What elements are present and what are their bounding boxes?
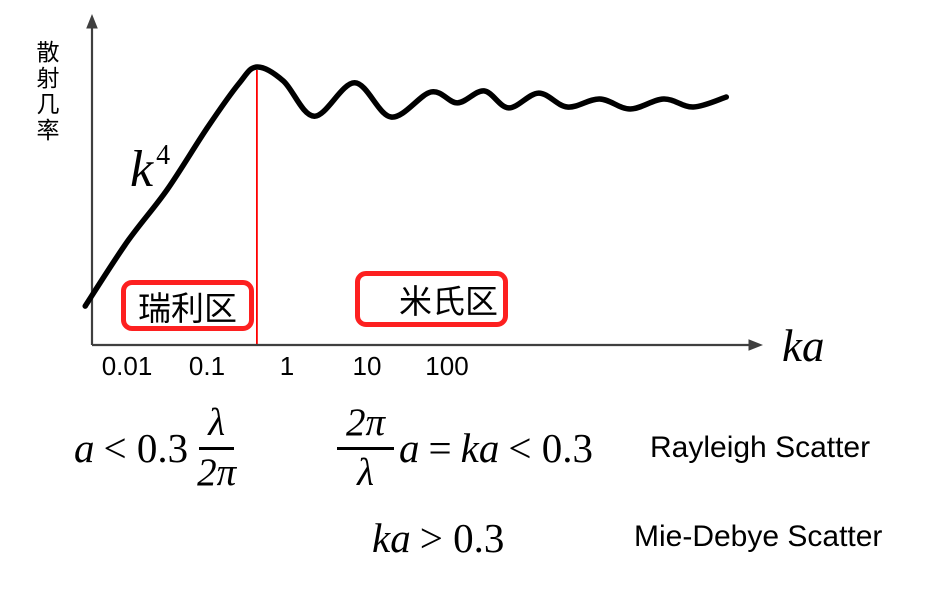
scatter-curve bbox=[82, 64, 730, 309]
x-tick-label: 0.1 bbox=[188, 351, 226, 381]
mie-region-label: 米氏区 bbox=[399, 282, 498, 321]
mie-condition-formula: ka > 0.3 bbox=[372, 514, 504, 562]
x-tick-label: 0.01 bbox=[101, 351, 153, 381]
formula-relation: < 0.3 bbox=[103, 424, 189, 471]
formula-relation: < 0.3 bbox=[508, 424, 593, 471]
x-tick-label: 1 bbox=[279, 351, 295, 381]
formula-relation: > 0.3 bbox=[419, 515, 505, 561]
x-axis-label: ka bbox=[782, 321, 825, 371]
ka-definition-formula: 2π λ a = ka < 0.3 bbox=[337, 401, 593, 494]
x-tick-label: 10 bbox=[352, 351, 382, 381]
mie-region-box: 米氏区 bbox=[355, 271, 508, 327]
rayleigh-scatter-label: Rayleigh Scatter bbox=[650, 431, 871, 464]
formula-equals: = bbox=[428, 424, 452, 471]
fraction-denominator: 2π bbox=[197, 450, 237, 494]
y-axis-arrow bbox=[86, 14, 98, 29]
fraction-numerator: λ bbox=[199, 401, 235, 450]
formula-var-a: a bbox=[74, 424, 95, 471]
fraction-denominator: λ bbox=[357, 450, 374, 494]
rayleigh-condition-formula: a < 0.3 λ 2π bbox=[74, 401, 236, 494]
rayleigh-region-label: 瑞利区 bbox=[138, 288, 237, 328]
formula-fraction: 2π λ bbox=[337, 401, 395, 494]
rayleigh-region-box: 瑞利区 bbox=[121, 280, 254, 331]
mie-debye-scatter-label: Mie-Debye Scatter bbox=[634, 520, 883, 553]
fraction-numerator: 2π bbox=[337, 401, 395, 450]
formula-var-ka: ka bbox=[372, 515, 411, 561]
curve-slope-base: k bbox=[130, 141, 154, 198]
y-axis-label: 散射几率 bbox=[32, 40, 58, 144]
x-tick-label: 100 bbox=[425, 351, 469, 381]
formula-var-ka: ka bbox=[460, 424, 500, 471]
curve-slope-exponent: 4 bbox=[156, 140, 171, 171]
x-axis-arrow bbox=[748, 339, 763, 351]
formula-fraction: λ 2π bbox=[197, 401, 236, 494]
formula-var-a: a bbox=[399, 424, 420, 471]
